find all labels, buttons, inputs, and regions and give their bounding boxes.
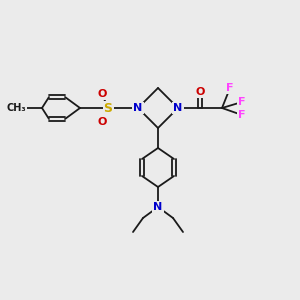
Text: CH₃: CH₃	[6, 103, 26, 113]
Text: S: S	[103, 101, 112, 115]
Text: O: O	[97, 89, 107, 99]
Text: N: N	[134, 103, 142, 113]
Text: O: O	[195, 87, 205, 97]
Text: F: F	[238, 97, 246, 107]
Text: N: N	[173, 103, 183, 113]
Text: N: N	[153, 202, 163, 212]
Text: O: O	[97, 117, 107, 127]
Text: F: F	[226, 83, 234, 93]
Text: F: F	[238, 110, 246, 120]
